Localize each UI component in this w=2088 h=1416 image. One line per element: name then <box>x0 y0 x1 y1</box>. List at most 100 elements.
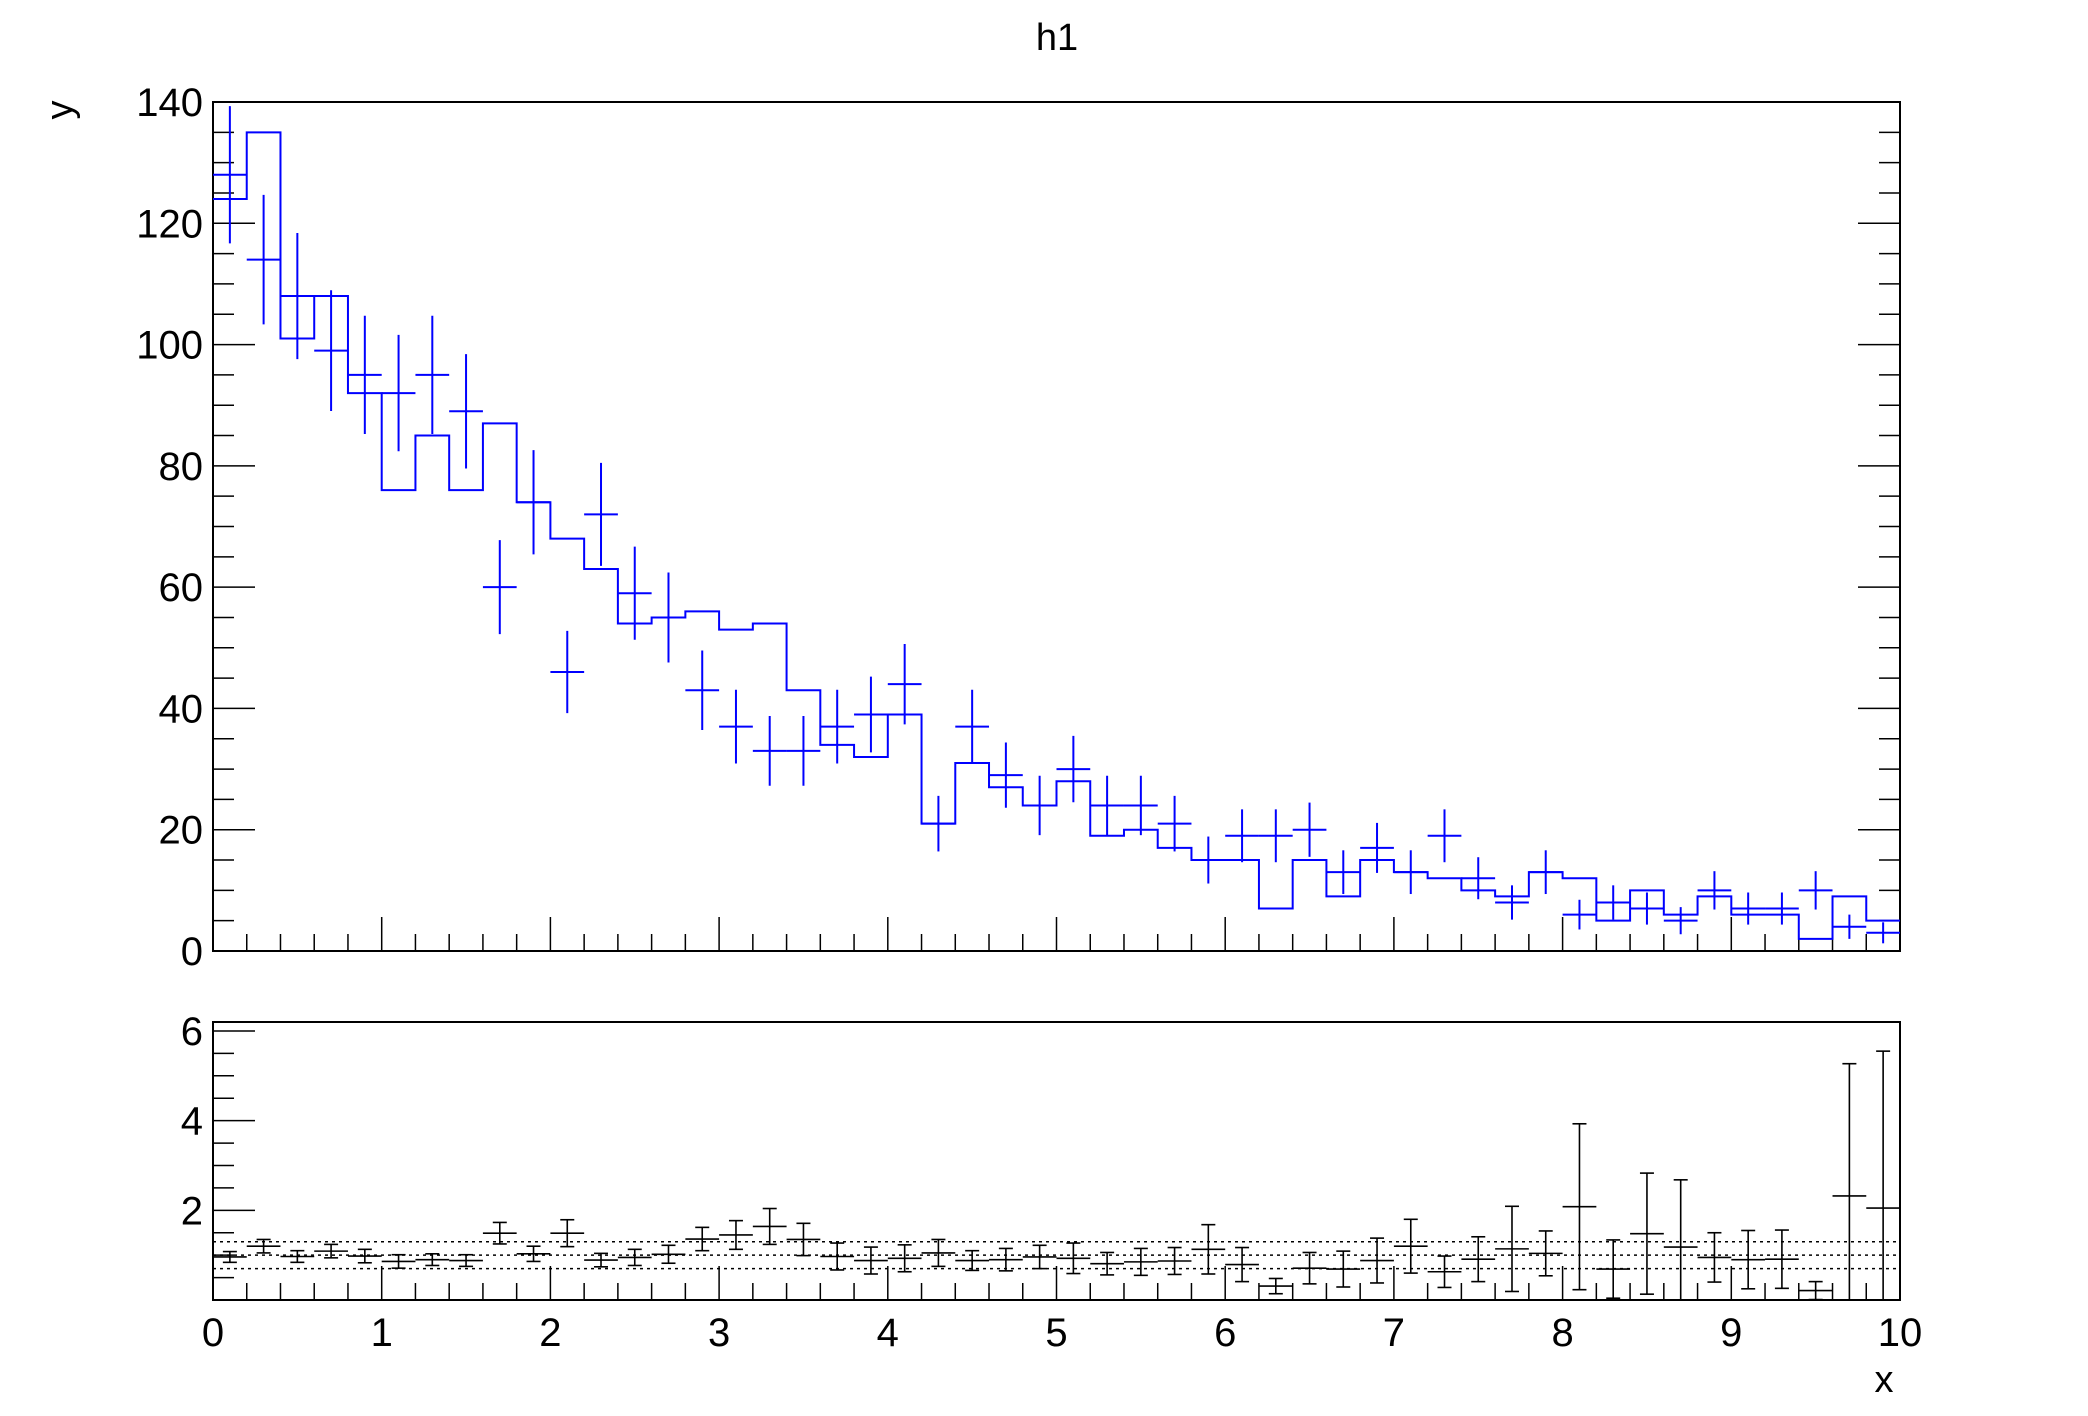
ratio-data-point <box>1866 1050 1900 1301</box>
histogram-data-point <box>989 742 1023 808</box>
ratio-y-tick-label: 4 <box>181 1100 203 1144</box>
histogram-data-point <box>584 462 618 566</box>
ratio-data-point <box>617 1248 652 1267</box>
histogram-data-point <box>854 676 888 753</box>
ratio-data-point <box>1596 1239 1631 1300</box>
ratio-data-point <box>1630 1172 1664 1295</box>
histogram-data-point <box>685 650 720 731</box>
ratio-data-point <box>1123 1247 1158 1277</box>
ratio-data-point <box>314 1243 348 1259</box>
histogram-data-point <box>1157 795 1192 852</box>
ratio-data-point <box>752 1207 787 1246</box>
ratio-x-tick-label: 8 <box>1551 1311 1573 1355</box>
ratio-x-ticks: 0 1 2 3 4 5 6 7 8 9 10 <box>202 1266 1922 1355</box>
histogram-data-point <box>1056 735 1091 803</box>
ratio-data-point <box>820 1242 855 1271</box>
histogram-data-point <box>921 795 956 852</box>
ratio-data-point <box>415 1253 450 1267</box>
histogram-data-point <box>347 315 382 435</box>
histogram-data-point <box>617 546 652 640</box>
histogram-data-point <box>1326 850 1361 895</box>
histogram-error-cross-series <box>213 106 1900 944</box>
histogram-data-point <box>415 315 450 435</box>
ratio-data-point <box>955 1249 990 1272</box>
histogram-data-point <box>449 354 483 469</box>
ratio-x-tick-label: 2 <box>539 1311 561 1355</box>
ratio-points-series <box>213 1050 1900 1301</box>
ratio-data-point <box>1461 1235 1496 1283</box>
main-x-ticks <box>212 917 1901 951</box>
ratio-data-point <box>1765 1229 1799 1290</box>
ratio-data-point <box>1528 1230 1563 1277</box>
ratio-x-tick-label: 7 <box>1383 1311 1405 1355</box>
histogram-data-point <box>1360 822 1394 873</box>
main-y-tick-label: 120 <box>136 202 203 246</box>
ratio-data-point <box>347 1248 382 1264</box>
main-plot-frame <box>212 101 1901 952</box>
ratio-data-point <box>1495 1205 1529 1293</box>
ratio-data-point <box>550 1218 585 1248</box>
histogram-data-point <box>1528 850 1563 895</box>
histogram-data-point <box>1798 871 1833 910</box>
ratio-x-tick-label: 9 <box>1720 1311 1742 1355</box>
histogram-data-point <box>1090 775 1124 836</box>
histogram-data-point <box>1697 871 1732 910</box>
histogram-data-point <box>516 450 551 555</box>
ratio-x-tick-label: 10 <box>1878 1311 1923 1355</box>
histogram-data-point <box>1123 775 1158 836</box>
ratio-data-point <box>786 1222 821 1257</box>
ratio-data-point <box>280 1249 315 1264</box>
ratio-data-point <box>651 1244 686 1265</box>
main-y-tick-label: 60 <box>159 566 204 610</box>
ratio-y-tick-label: 6 <box>181 1010 203 1054</box>
ratio-data-point <box>1225 1246 1259 1283</box>
main-y-tick-label: 20 <box>159 809 204 853</box>
ratio-x-tick-label: 5 <box>1045 1311 1067 1355</box>
ratio-data-point <box>1157 1246 1192 1276</box>
ratio-panel: 2 4 6 0 1 2 3 4 5 6 7 8 9 10 <box>181 1010 1923 1355</box>
ratio-data-point <box>1798 1280 1833 1301</box>
main-y-tick-label: 0 <box>181 930 203 974</box>
histogram-data-point <box>1630 892 1664 925</box>
histogram-data-point <box>1731 892 1766 925</box>
histogram-data-point <box>887 643 922 725</box>
main-y-ticks: 0 20 40 60 80 100 120 140 <box>136 81 1900 974</box>
histogram-step-series <box>213 131 1900 940</box>
ratio-data-point <box>1427 1255 1462 1289</box>
histogram-data-point <box>280 233 315 360</box>
histogram-data-point <box>1562 899 1597 930</box>
ratio-data-point <box>246 1238 281 1254</box>
histogram-data-point <box>1022 775 1057 836</box>
ratio-x-tick-label: 3 <box>708 1311 730 1355</box>
main-y-tick-label: 40 <box>159 687 204 731</box>
histogram-data-point <box>955 689 990 764</box>
x-axis-label: x <box>1875 1359 1894 1401</box>
histogram-data-point <box>1225 809 1259 863</box>
ratio-data-point <box>1663 1179 1698 1301</box>
ratio-data-point <box>1832 1062 1867 1301</box>
ratio-data-point <box>1360 1237 1394 1284</box>
ratio-data-point <box>449 1253 483 1268</box>
ratio-data-point <box>516 1245 551 1263</box>
histogram-data-point <box>786 716 821 786</box>
ratio-x-tick-label: 6 <box>1214 1311 1236 1355</box>
ratio-data-point <box>1191 1223 1226 1275</box>
histogram-data-point <box>1596 885 1631 920</box>
histogram-data-point <box>1461 857 1496 900</box>
ratio-data-point <box>921 1238 956 1268</box>
ratio-data-point <box>854 1246 888 1275</box>
ratio-data-point <box>1090 1251 1124 1276</box>
histogram-data-point <box>1866 922 1900 944</box>
histogram-data-point <box>246 194 281 325</box>
histogram-data-point <box>719 689 753 764</box>
main-y-tick-label: 80 <box>159 445 204 489</box>
ratio-data-point <box>381 1253 416 1269</box>
ratio-data-point <box>685 1226 720 1252</box>
y-axis-label: y <box>39 101 81 120</box>
histogram-data-point <box>1191 836 1226 884</box>
chart-title: h1 <box>1036 17 1078 59</box>
histogram-data-point <box>1765 892 1799 925</box>
histogram-data-point <box>651 572 686 663</box>
ratio-data-point <box>1292 1251 1327 1285</box>
